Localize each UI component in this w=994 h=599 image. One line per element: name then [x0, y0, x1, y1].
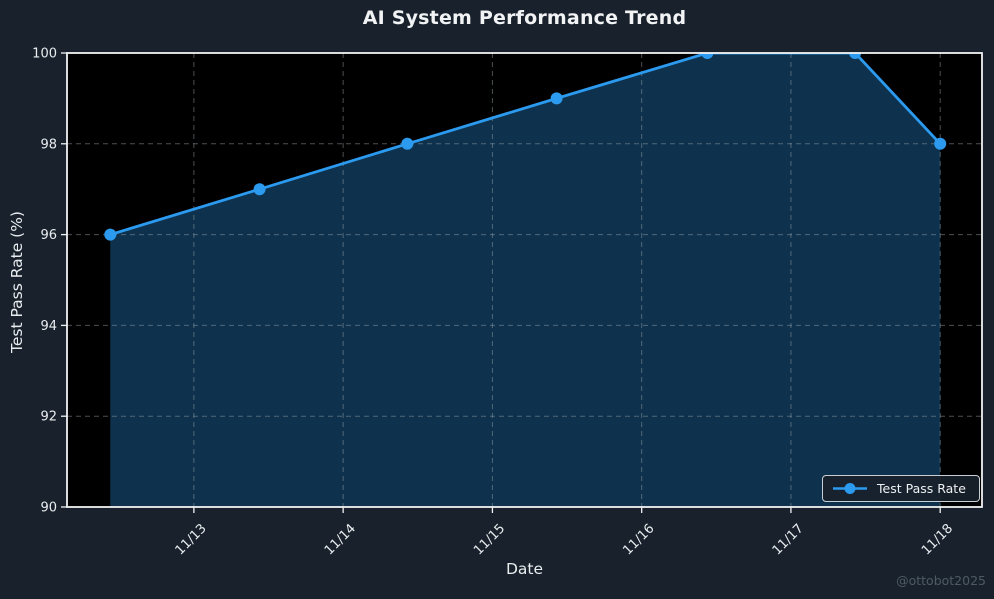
- watermark: @ottobot2025: [896, 573, 986, 588]
- x-tick-label: 11/18: [919, 521, 956, 558]
- tick-marks: [61, 52, 941, 513]
- data-point-marker: [550, 92, 563, 105]
- x-tick-label: 11/17: [770, 521, 807, 558]
- legend-marker-icon: [833, 483, 867, 494]
- gridlines: [67, 52, 982, 508]
- x-tick-label: 11/14: [322, 521, 359, 558]
- data-point-marker: [253, 183, 266, 196]
- legend-label: Test Pass Rate: [877, 481, 966, 496]
- y-tick-label: 100: [32, 47, 57, 62]
- y-tick-label: 90: [40, 501, 57, 516]
- y-tick-label: 92: [40, 410, 57, 425]
- x-tick-label: 11/16: [620, 521, 657, 558]
- legend: Test Pass Rate: [822, 475, 980, 502]
- y-tick-label: 98: [40, 137, 57, 152]
- y-axis-label: Test Pass Rate (%): [8, 211, 26, 353]
- y-tick-label: 94: [40, 319, 57, 334]
- x-axis-label: Date: [505, 560, 544, 578]
- x-tick-label: 11/15: [471, 521, 508, 558]
- y-tick-label: 96: [40, 228, 57, 243]
- area-fill: [110, 53, 941, 507]
- data-points: [104, 53, 947, 241]
- data-point-marker: [104, 228, 117, 241]
- plot-border: [66, 52, 983, 508]
- plot-area: [67, 53, 982, 507]
- chart-title: AI System Performance Trend: [362, 7, 687, 29]
- x-tick-label: 11/13: [173, 521, 210, 558]
- data-point-marker: [934, 137, 947, 150]
- data-point-marker: [849, 53, 862, 59]
- data-point-marker: [701, 53, 714, 59]
- data-point-marker: [401, 137, 414, 150]
